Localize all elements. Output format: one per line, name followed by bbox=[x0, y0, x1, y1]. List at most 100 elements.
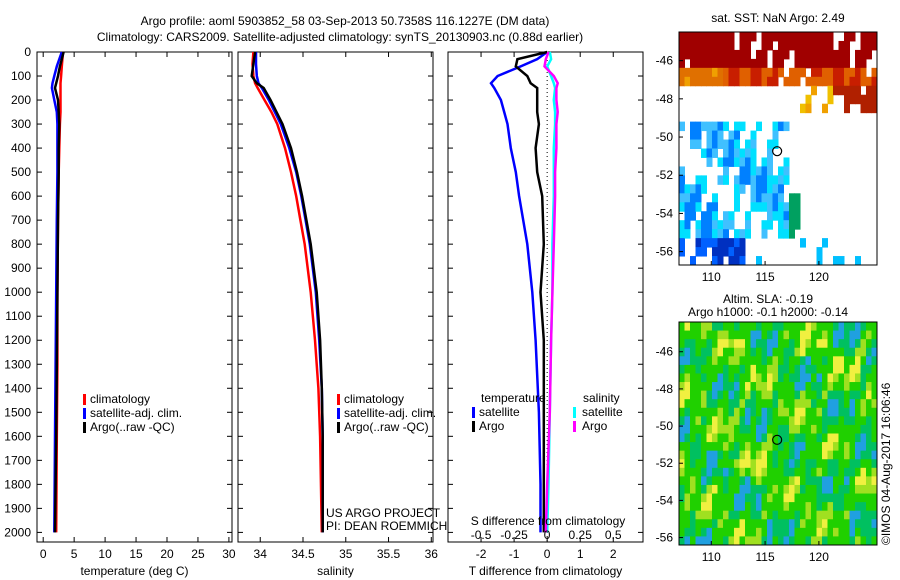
map-cell bbox=[734, 229, 740, 239]
map-cell bbox=[811, 424, 817, 434]
map-cell bbox=[855, 527, 861, 537]
map-cell bbox=[712, 450, 718, 460]
map-cell bbox=[750, 148, 757, 158]
map-cell bbox=[778, 442, 784, 452]
map-cell bbox=[833, 347, 839, 357]
map-cell bbox=[866, 519, 872, 529]
map-cell bbox=[816, 322, 823, 332]
map-cell bbox=[750, 519, 757, 529]
map-cell bbox=[717, 130, 724, 141]
map-cell bbox=[684, 76, 691, 87]
map-cell bbox=[772, 527, 779, 537]
map-cell bbox=[739, 519, 746, 529]
map-cell bbox=[783, 121, 790, 132]
map-cell bbox=[849, 450, 856, 460]
map-cell bbox=[761, 442, 768, 452]
map-cell bbox=[684, 40, 691, 51]
map-cell bbox=[816, 527, 823, 537]
map-cell bbox=[756, 382, 762, 392]
map-cell bbox=[866, 407, 872, 417]
map-cell bbox=[860, 40, 867, 51]
map-cell bbox=[855, 322, 861, 332]
map-cell bbox=[734, 339, 740, 349]
map-cell bbox=[750, 139, 757, 149]
map-cell bbox=[679, 467, 685, 477]
map-cell bbox=[844, 399, 850, 409]
map-cell bbox=[695, 322, 702, 332]
map-cell bbox=[728, 467, 735, 477]
map-cell bbox=[756, 433, 762, 443]
map-cell bbox=[844, 536, 850, 546]
y-tick-label: 1700 bbox=[4, 453, 31, 467]
map-cell bbox=[783, 229, 790, 239]
map-cell bbox=[838, 58, 845, 69]
map-cell bbox=[750, 424, 757, 434]
map-cell bbox=[684, 493, 691, 503]
map-cell bbox=[695, 510, 702, 520]
map-cell bbox=[822, 364, 828, 374]
map-cell bbox=[838, 373, 845, 383]
map-cell bbox=[849, 390, 856, 400]
map-cell bbox=[855, 94, 861, 105]
map-cell bbox=[860, 339, 867, 349]
map-cell bbox=[745, 211, 751, 221]
map-cell bbox=[811, 40, 817, 51]
map-cell bbox=[844, 433, 850, 443]
map-cell bbox=[800, 339, 806, 349]
map-cell bbox=[811, 364, 817, 374]
map-cell bbox=[679, 322, 685, 332]
legend-title: salinity bbox=[583, 391, 620, 405]
x-tick-label: 36 bbox=[425, 547, 439, 561]
sst-cells bbox=[679, 32, 878, 266]
map-cell bbox=[767, 467, 773, 477]
map-cell bbox=[739, 330, 746, 340]
map-cell bbox=[849, 476, 856, 486]
map-cell bbox=[778, 527, 784, 537]
map-cell bbox=[690, 416, 696, 426]
map-cell bbox=[855, 484, 861, 495]
map-cell bbox=[739, 424, 746, 434]
legend-title: temperature bbox=[481, 391, 546, 405]
map-cell bbox=[822, 527, 828, 537]
map-cell bbox=[838, 467, 845, 477]
map-cell bbox=[761, 330, 768, 340]
map-cell bbox=[833, 433, 839, 443]
map-cell bbox=[822, 536, 828, 546]
map-cell bbox=[849, 76, 856, 87]
map-cell bbox=[717, 433, 724, 443]
map-cell bbox=[739, 322, 746, 332]
legend-label: climatology bbox=[344, 392, 404, 406]
map-cell bbox=[761, 407, 768, 417]
map-cell bbox=[728, 330, 735, 340]
map-cell bbox=[822, 459, 828, 469]
map-cell bbox=[849, 433, 856, 443]
map-cell bbox=[684, 193, 691, 203]
map-cell bbox=[739, 459, 746, 469]
map-cell bbox=[717, 356, 724, 366]
map-cell bbox=[734, 484, 740, 495]
map-cell bbox=[684, 339, 691, 349]
map-cell bbox=[833, 407, 839, 417]
map-cell bbox=[750, 184, 757, 194]
map-cell bbox=[800, 484, 806, 495]
map-cell bbox=[739, 527, 746, 537]
y-tick-label: 500 bbox=[11, 165, 31, 179]
map-cell bbox=[827, 373, 834, 383]
map-cell bbox=[706, 347, 713, 357]
s-axis-label: S difference from climatology bbox=[471, 514, 626, 528]
map-cell bbox=[849, 510, 856, 520]
legend-swatch bbox=[337, 422, 340, 433]
legend-swatch bbox=[472, 421, 475, 432]
map-cell bbox=[750, 347, 757, 357]
map-cell bbox=[695, 407, 702, 417]
map-cell bbox=[794, 76, 801, 87]
map-cell bbox=[822, 467, 828, 477]
map-cell bbox=[794, 519, 801, 529]
map-cell bbox=[838, 527, 845, 537]
map-cell bbox=[805, 467, 812, 477]
map-cell bbox=[833, 256, 839, 266]
map-cell bbox=[745, 424, 751, 434]
map-cell bbox=[750, 484, 757, 495]
map-cell bbox=[756, 390, 762, 400]
map-cell bbox=[723, 442, 729, 452]
